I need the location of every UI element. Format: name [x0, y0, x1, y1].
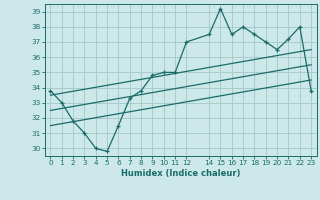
X-axis label: Humidex (Indice chaleur): Humidex (Indice chaleur) [121, 169, 241, 178]
